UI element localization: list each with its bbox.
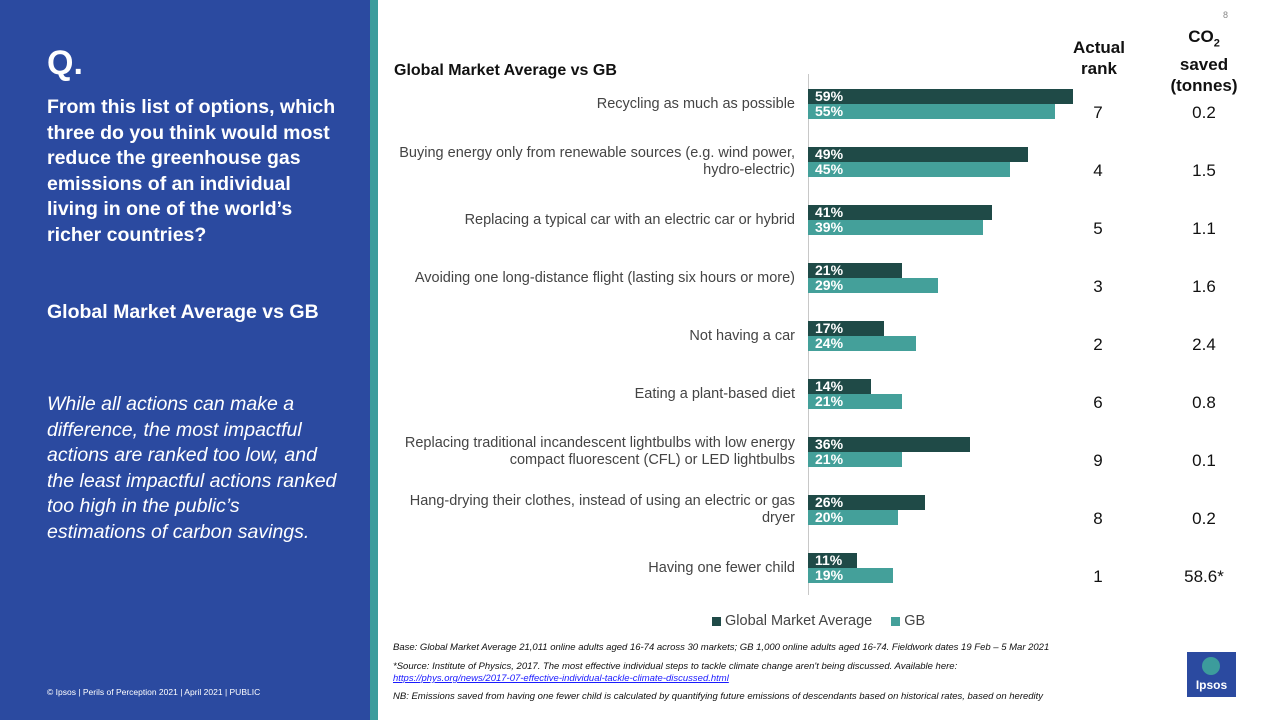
bar-label-gb: 24% [815, 335, 844, 351]
co2-value: 0.1 [1192, 451, 1216, 470]
bar-gb [808, 220, 984, 235]
rank-value: 6 [1093, 393, 1103, 412]
legend-swatch-gb [891, 616, 901, 626]
bar-label-gb: 45% [815, 161, 844, 177]
logo-mark [1202, 657, 1220, 675]
bar-label-global: 21% [815, 262, 844, 278]
bar-gb [808, 278, 939, 293]
bar-label-global: 11% [815, 552, 843, 568]
source-link[interactable]: https://phys.org/news/2017-07-effective-… [393, 673, 729, 684]
rank-value: 5 [1093, 219, 1103, 238]
co2-value: 1.5 [1192, 161, 1216, 180]
rank-value: 3 [1093, 277, 1103, 296]
logo-text: Ipsos [1195, 678, 1228, 692]
co2-value: 1.1 [1192, 219, 1216, 238]
bar-global [808, 263, 903, 278]
legend-label-gb: GB [904, 613, 926, 629]
bar-global [808, 553, 858, 568]
category-label: Recycling as much as possible [596, 95, 795, 112]
co2-value: 0.2 [1192, 103, 1216, 122]
co2-value: 58.6* [1184, 567, 1224, 586]
footnote-nb: NB: Emissions saved from having one fewe… [393, 691, 1044, 702]
chart-title: Global Market Average vs GB [394, 62, 617, 79]
bar-label-global: 59% [815, 88, 844, 104]
chart-legend: Global Market Average GB [712, 613, 925, 629]
footnote-source: *Source: Institute of Physics, 2017. The… [393, 661, 1173, 685]
category-label: Replacing traditional incandescent light… [404, 435, 795, 468]
category-label: Avoiding one long-distance flight (lasti… [414, 269, 795, 286]
question-marker: Q. [47, 44, 83, 82]
bar-global [808, 379, 871, 394]
bar-label-global: 14% [815, 378, 844, 394]
co2-prefix: CO [1188, 27, 1214, 46]
bar-gb [808, 568, 894, 583]
rank-header: Actual rank [1073, 38, 1125, 78]
bar-global [808, 205, 993, 220]
bar-gb [808, 162, 1011, 177]
sidebar-stripe [370, 0, 378, 720]
co2-value: 1.6 [1192, 277, 1216, 296]
rank-value: 7 [1093, 103, 1103, 122]
co2-rest: saved (tonnes) [1170, 55, 1238, 96]
bar-label-gb: 55% [815, 103, 844, 119]
co2-value: 0.2 [1192, 509, 1216, 528]
bar-gb [808, 452, 903, 467]
bar-label-gb: 21% [815, 393, 844, 409]
bar-label-global: 26% [815, 494, 844, 510]
insight-text: While all actions can make a difference,… [47, 393, 337, 543]
rank-value: 1 [1093, 567, 1103, 586]
bar-label-gb: 20% [815, 509, 844, 525]
category-label: Buying energy only from renewable source… [399, 145, 795, 178]
sidebar-subtitle: Global Market Average vs GB [47, 301, 319, 323]
category-label: Having one fewer child [648, 559, 795, 576]
bar-label-gb: 19% [815, 567, 844, 583]
copyright: © Ipsos | Perils of Perception 2021 | Ap… [47, 687, 261, 697]
rank-value: 2 [1093, 335, 1103, 354]
bar-global [808, 437, 970, 452]
page-number: 8 [1223, 10, 1229, 20]
category-label: Hang-drying their clothes, instead of us… [409, 493, 795, 526]
bar-label-global: 17% [815, 320, 844, 336]
bar-label-gb: 21% [815, 451, 844, 467]
bar-gb [808, 394, 903, 409]
co2-value: 0.8 [1192, 393, 1216, 412]
bar-label-global: 41% [815, 204, 844, 220]
co2-header: CO2 saved (tonnes) [1158, 26, 1250, 96]
bar-label-gb: 39% [815, 219, 844, 235]
co2-subscript: 2 [1213, 37, 1220, 50]
bar-global [808, 321, 885, 336]
bar-label-gb: 29% [815, 277, 844, 293]
co2-value: 2.4 [1192, 335, 1216, 354]
rank-value: 9 [1093, 451, 1103, 470]
bar-global [808, 495, 925, 510]
bar-gb [808, 510, 898, 525]
category-label: Replacing a typical car with an electric… [464, 211, 795, 228]
rank-value: 4 [1093, 161, 1103, 180]
rank-value: 8 [1093, 509, 1103, 528]
footnote-base: Base: Global Market Average 21,011 onlin… [393, 642, 1050, 653]
footnote-source-text: *Source: Institute of Physics, 2017. The… [393, 661, 958, 672]
ipsos-logo: Ipsos [1187, 652, 1236, 697]
bar-gb [808, 336, 916, 351]
legend-label-global: Global Market Average [725, 613, 873, 629]
bar-global [808, 147, 1029, 162]
bar-gb [808, 104, 1056, 119]
bar-label-global: 36% [815, 436, 844, 452]
bar-label-global: 49% [815, 146, 844, 162]
bar-global [808, 89, 1073, 104]
sidebar: Q. From this list of options, which thre… [0, 0, 370, 720]
question-text: From this list of options, which three d… [47, 96, 336, 246]
category-label: Not having a car [689, 327, 795, 344]
legend-swatch-global [712, 616, 721, 626]
category-label: Eating a plant-based diet [634, 385, 795, 402]
